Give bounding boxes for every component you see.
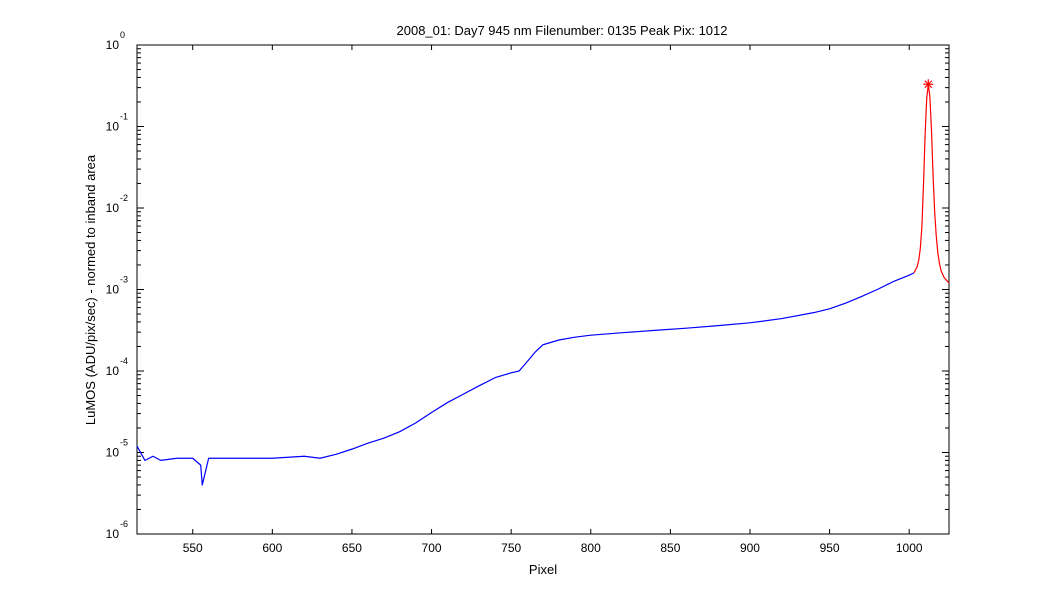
x-tick-label: 700: [422, 541, 442, 555]
plot-frame: [136, 44, 950, 535]
x-tick-label: 550: [183, 541, 203, 555]
y-tick-label-exponent: -2: [120, 193, 128, 203]
chart-title: 2008_01: Day7 945 nm Filenumber: 0135 Pe…: [397, 23, 728, 38]
series-line-1: [136, 272, 915, 486]
x-tick-label: 1000: [896, 541, 923, 555]
y-tick-label-base: 10: [106, 527, 120, 541]
series-line-2: [913, 83, 950, 284]
x-axis-label: Pixel: [529, 562, 557, 577]
x-tick-label: 650: [342, 541, 362, 555]
y-tick-label-base: 10: [106, 120, 120, 134]
y-tick-label-exponent: -5: [120, 438, 128, 448]
y-tick-label-base: 10: [106, 38, 120, 52]
y-tick-label-base: 10: [106, 364, 120, 378]
x-tick-label: 900: [740, 541, 760, 555]
y-tick-label-base: 10: [106, 283, 120, 297]
y-tick-label-exponent: 0: [120, 30, 125, 40]
y-tick-label-exponent: -3: [120, 275, 128, 285]
y-tick-label-exponent: -1: [120, 112, 128, 122]
x-tick-label: 850: [660, 541, 680, 555]
x-tick-label: 800: [581, 541, 601, 555]
y-tick-label-base: 10: [106, 446, 120, 460]
x-axis: 550 600 650 700 750 800 850 900 950 1000: [183, 45, 923, 555]
series-layer: [136, 79, 950, 486]
peak-marker-stroke: [924, 80, 933, 89]
x-tick-label: 750: [501, 541, 521, 555]
peak-marker: [923, 79, 934, 90]
y-tick-label-exponent: -6: [120, 519, 128, 529]
x-tick-label: 950: [820, 541, 840, 555]
y-tick-label-base: 10: [106, 201, 120, 215]
y-tick-label-exponent: -4: [120, 356, 128, 366]
x-tick-label: 600: [262, 541, 282, 555]
y-axis-label: LuMOS (ADU/pix/sec) - normed to inband a…: [83, 154, 98, 425]
